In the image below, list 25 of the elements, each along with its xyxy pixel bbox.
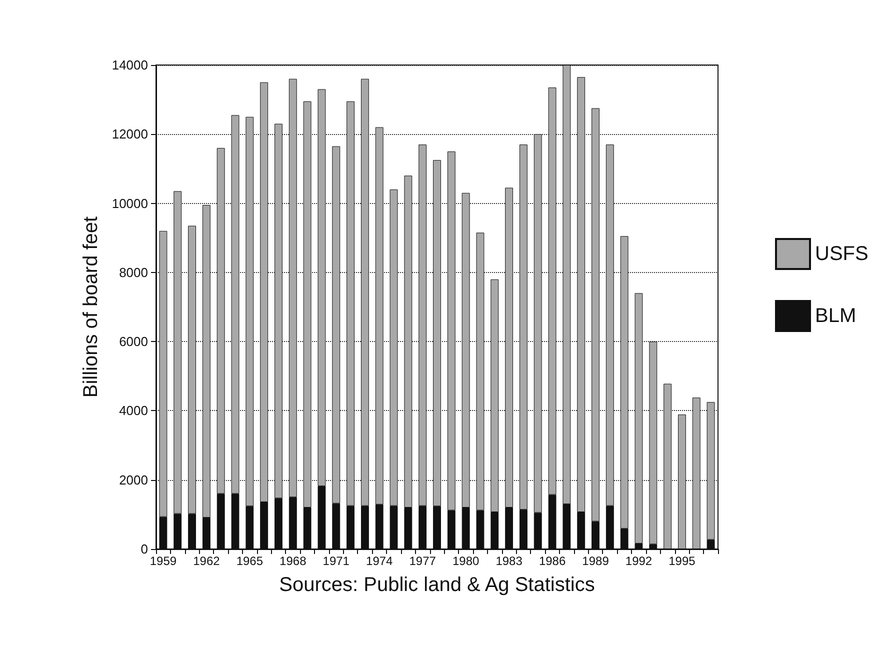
x-tick-label: 1989 [582,554,610,568]
y-tick-label: 14000 [112,58,148,72]
x-tick-label: 1971 [322,554,350,568]
x-tick-label: 1977 [409,554,436,568]
x-tick-label: 1965 [236,554,264,568]
x-axis-title: Sources: Public land & Ag Statistics [279,574,595,596]
x-tick-label: 1983 [496,554,523,568]
x-tick-label: 1986 [538,554,566,568]
x-tick-label: 1980 [452,554,480,568]
y-tick-label: 6000 [119,334,148,350]
x-tick-label: 1995 [668,554,696,568]
legend-label: BLM [815,305,856,327]
x-tick-label: 1992 [625,554,652,568]
y-tick-label: 8000 [119,264,148,280]
y-axis-title: Billions of board feet [80,216,102,398]
y-tick-label: 4000 [119,403,148,418]
y-tick-label: 12000 [112,126,148,142]
x-tick-label: 1974 [366,554,394,568]
legend-label: USFS [815,243,868,265]
x-tick-label: 1968 [280,554,307,568]
x-tick-label: 1959 [150,554,177,568]
y-tick-label: 2000 [119,472,148,488]
y-tick-label: 10000 [112,196,148,211]
y-tick-label: 0 [140,542,148,556]
x-tick-label: 1962 [193,554,220,568]
